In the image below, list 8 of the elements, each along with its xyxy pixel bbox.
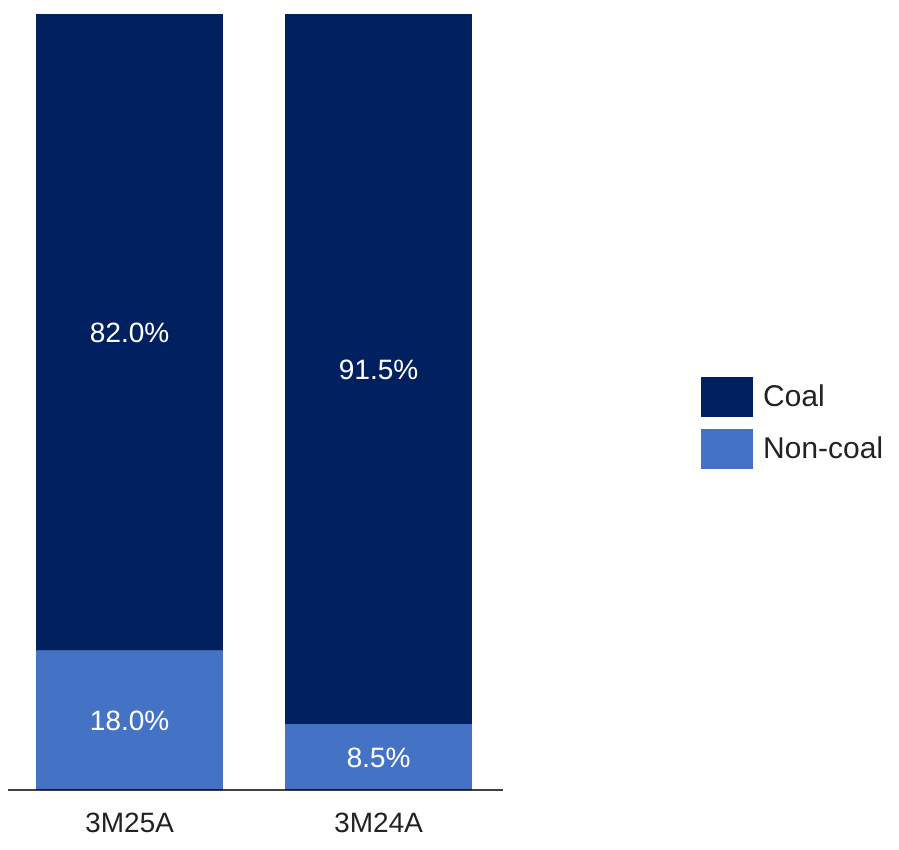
- data-label: 91.5%: [338, 354, 418, 385]
- data-label: 8.5%: [346, 742, 410, 773]
- x-tick-label: 3M24A: [334, 806, 424, 838]
- x-tick-label: 3M25A: [85, 806, 174, 838]
- legend-label: Coal: [763, 380, 825, 414]
- legend-label: Non-coal: [763, 432, 884, 466]
- data-label: 18.0%: [90, 705, 170, 736]
- data-label: 82.0%: [90, 317, 170, 348]
